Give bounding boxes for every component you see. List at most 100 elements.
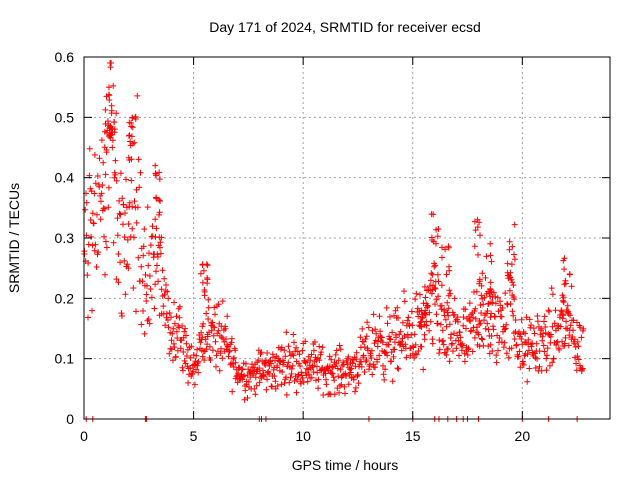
data-point xyxy=(481,317,487,324)
data-point xyxy=(382,366,389,373)
data-point xyxy=(222,325,229,332)
data-point xyxy=(579,365,586,372)
data-point xyxy=(510,282,517,289)
data-point xyxy=(563,318,570,325)
data-point xyxy=(360,352,367,359)
data-point xyxy=(155,278,162,285)
data-point xyxy=(166,350,173,357)
data-point xyxy=(266,371,273,377)
data-point xyxy=(207,357,214,363)
data-point xyxy=(383,304,390,311)
data-point xyxy=(417,291,423,298)
data-point xyxy=(338,381,345,388)
data-point xyxy=(470,314,476,321)
data-point xyxy=(229,388,236,395)
data-point xyxy=(157,250,164,257)
data-point xyxy=(567,322,574,329)
data-point xyxy=(250,364,257,371)
data-point xyxy=(201,292,208,299)
data-point xyxy=(502,290,509,297)
data-point xyxy=(347,369,354,376)
data-point xyxy=(445,305,452,312)
data-point xyxy=(511,251,517,258)
data-point xyxy=(489,348,496,354)
data-point xyxy=(359,325,366,332)
data-point xyxy=(157,244,163,251)
data-point xyxy=(263,386,270,393)
data-point xyxy=(355,371,361,378)
data-point xyxy=(180,367,186,374)
data-point xyxy=(107,134,114,141)
data-point xyxy=(215,301,222,308)
data-point xyxy=(507,301,514,307)
data-point xyxy=(509,279,516,286)
data-point xyxy=(453,345,460,352)
data-point xyxy=(147,286,154,292)
data-point xyxy=(542,324,549,330)
data-point xyxy=(348,365,355,372)
data-point xyxy=(294,376,301,383)
data-point xyxy=(442,246,449,253)
data-point xyxy=(369,371,376,378)
data-point xyxy=(342,390,348,397)
data-point xyxy=(499,305,506,311)
data-point xyxy=(290,352,297,359)
data-point xyxy=(272,378,279,385)
data-point xyxy=(176,303,183,310)
data-point xyxy=(496,335,503,341)
data-point xyxy=(447,290,454,297)
data-point xyxy=(501,339,508,346)
data-point xyxy=(193,352,200,359)
data-point xyxy=(399,319,406,326)
data-point xyxy=(368,355,375,361)
data-point xyxy=(195,358,202,365)
data-point xyxy=(329,364,336,371)
data-point xyxy=(440,341,447,348)
data-point xyxy=(322,370,329,377)
data-point xyxy=(179,322,186,329)
data-point xyxy=(188,343,195,350)
data-point xyxy=(319,344,326,351)
data-point xyxy=(512,317,519,323)
data-point xyxy=(106,97,113,103)
data-point xyxy=(156,197,163,203)
data-point xyxy=(381,376,388,383)
data-point xyxy=(120,201,127,208)
data-point xyxy=(116,197,123,204)
data-point xyxy=(128,156,135,163)
data-point xyxy=(474,216,481,223)
data-point xyxy=(195,369,202,376)
data-point xyxy=(177,345,184,352)
data-point xyxy=(461,358,468,365)
data-point xyxy=(156,209,163,216)
data-point xyxy=(487,279,494,286)
data-point xyxy=(145,262,152,269)
data-point xyxy=(502,325,509,332)
data-point xyxy=(138,263,145,270)
data-point xyxy=(428,270,435,277)
data-point xyxy=(345,353,352,360)
data-point xyxy=(157,198,164,204)
data-point xyxy=(213,363,219,370)
chart-title: Day 171 of 2024, SRMTID for receiver ecs… xyxy=(209,19,481,35)
data-point xyxy=(435,278,442,285)
data-point xyxy=(350,376,357,383)
data-point xyxy=(363,357,370,364)
data-point xyxy=(139,278,146,285)
data-point xyxy=(170,325,177,332)
data-point xyxy=(199,353,206,360)
data-point xyxy=(433,226,440,233)
data-point xyxy=(102,238,109,245)
data-point xyxy=(101,205,108,212)
data-point xyxy=(108,60,115,66)
data-point xyxy=(89,242,96,249)
data-point xyxy=(349,360,356,367)
data-point xyxy=(457,334,464,341)
data-point xyxy=(232,347,239,354)
data-point xyxy=(330,374,337,381)
data-point xyxy=(130,234,137,241)
data-point xyxy=(395,365,402,372)
data-point xyxy=(567,312,574,319)
y-tick-label: 0 xyxy=(66,411,74,427)
data-point xyxy=(211,304,218,311)
